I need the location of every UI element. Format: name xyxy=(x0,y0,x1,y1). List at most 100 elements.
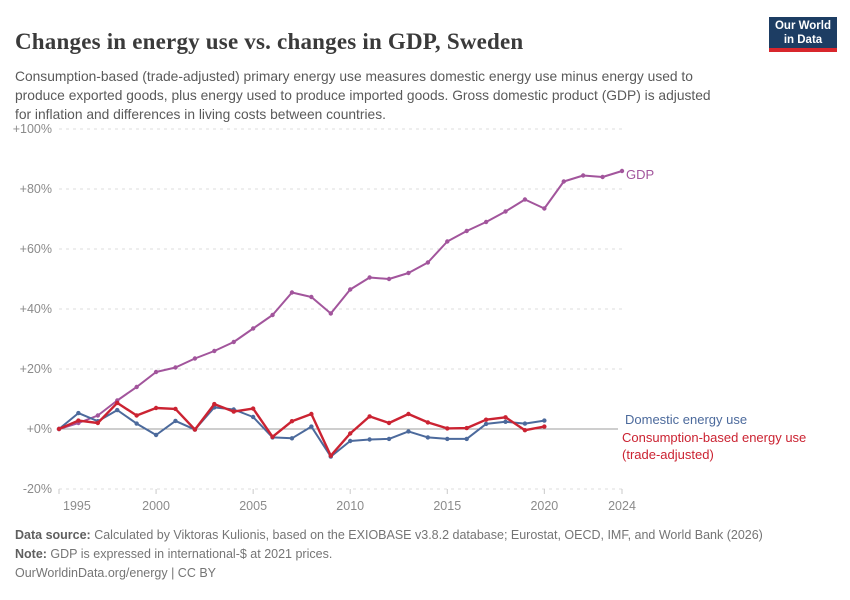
data-point-marker xyxy=(250,414,256,420)
data-point-marker xyxy=(483,417,489,422)
data-point-marker xyxy=(153,432,159,438)
data-point-marker xyxy=(76,410,81,416)
data-point-marker xyxy=(580,173,586,178)
series-label-consumption-based-energy-use: Consumption-based energy use (trade-adju… xyxy=(622,430,807,462)
data-point-marker xyxy=(95,420,101,426)
data-point-marker xyxy=(309,294,314,300)
data-point-marker xyxy=(231,407,236,412)
x-axis-tick-label: 2015 xyxy=(433,499,461,513)
data-point-marker xyxy=(270,312,275,318)
data-point-marker xyxy=(56,426,62,432)
data-point-marker xyxy=(522,197,528,202)
data-point-marker xyxy=(289,290,295,295)
x-axis-tick-label: 2010 xyxy=(336,499,364,513)
data-point-marker xyxy=(95,413,101,418)
data-point-marker xyxy=(328,311,333,316)
data-point-marker xyxy=(153,405,159,411)
data-point-marker xyxy=(212,401,217,407)
data-point-marker xyxy=(231,339,236,345)
data-point-marker xyxy=(348,431,353,436)
data-point-marker xyxy=(483,421,489,427)
data-point-marker xyxy=(542,206,547,211)
data-point-marker xyxy=(464,228,469,234)
data-point-marker xyxy=(367,437,372,442)
y-axis-tick-label: -20% xyxy=(23,482,52,496)
data-point-marker xyxy=(76,420,81,426)
data-point-marker xyxy=(309,411,314,417)
data-point-marker xyxy=(192,427,198,432)
data-point-marker xyxy=(173,406,178,412)
page-title: Changes in energy use vs. changes in GDP… xyxy=(15,29,524,55)
data-point-marker xyxy=(503,419,508,424)
series-line-consumption xyxy=(57,401,546,457)
y-axis-tick-label: +100% xyxy=(13,122,52,136)
data-point-marker xyxy=(56,426,62,432)
data-source-text: Calculated by Viktoras Kulionis, based o… xyxy=(90,528,763,542)
data-point-marker xyxy=(173,418,178,424)
data-point-marker xyxy=(192,427,198,432)
data-point-marker xyxy=(348,438,353,444)
data-point-marker xyxy=(406,411,411,417)
data-point-marker xyxy=(115,398,120,403)
data-point-marker xyxy=(445,436,450,442)
chart-footer: Data source: Calculated by Viktoras Kuli… xyxy=(15,526,835,583)
data-point-marker xyxy=(192,356,198,361)
data-point-marker xyxy=(289,419,295,424)
data-point-marker xyxy=(348,287,353,292)
footer-link[interactable]: OurWorldinData.org/energy | CC BY xyxy=(15,566,217,580)
y-axis-tick-label: +40% xyxy=(20,302,52,316)
owid-logo-line2: in Data xyxy=(783,34,823,46)
data-point-marker xyxy=(406,270,411,276)
data-point-marker xyxy=(406,429,411,434)
data-point-marker xyxy=(561,179,566,184)
data-point-marker xyxy=(619,168,625,174)
data-point-marker xyxy=(212,348,217,354)
data-point-marker xyxy=(445,239,450,244)
data-point-marker xyxy=(115,400,120,406)
data-point-marker xyxy=(367,275,372,280)
data-point-marker xyxy=(270,434,275,439)
data-point-marker xyxy=(289,436,295,441)
data-point-marker xyxy=(231,409,236,414)
data-point-marker xyxy=(522,421,528,426)
owid-logo: Our World in Data xyxy=(769,17,837,52)
series-line-gdp xyxy=(58,170,623,430)
data-point-marker xyxy=(95,419,101,424)
data-point-marker xyxy=(309,424,314,429)
data-point-marker xyxy=(503,415,508,420)
data-point-marker xyxy=(134,413,139,418)
data-point-marker xyxy=(503,209,508,214)
data-point-marker xyxy=(386,276,392,282)
data-point-marker xyxy=(173,365,178,370)
data-source-line: Data source: Calculated by Viktoras Kuli… xyxy=(15,526,835,545)
x-axis-tick-label: 2024 xyxy=(608,499,636,513)
data-point-marker xyxy=(483,219,489,225)
chart-subtitle: Consumption-based (trade-adjusted) prima… xyxy=(15,68,711,122)
owid-logo-line1: Our World xyxy=(774,20,831,32)
x-axis-tick-label: 2005 xyxy=(239,499,267,513)
data-point-marker xyxy=(425,435,431,440)
data-point-marker xyxy=(445,426,450,431)
note-text: GDP is expressed in international-$ at 2… xyxy=(46,547,333,561)
x-axis-tick-label: 1995 xyxy=(63,499,91,513)
data-point-marker xyxy=(115,407,120,413)
data-point-marker xyxy=(134,384,139,390)
data-point-marker xyxy=(542,424,547,429)
x-axis-tick-label: 2000 xyxy=(142,499,170,513)
data-point-marker xyxy=(134,421,139,426)
series-line-domestic xyxy=(58,406,546,458)
data-point-marker xyxy=(212,405,217,410)
data-point-marker xyxy=(367,414,372,419)
data-point-marker xyxy=(425,260,431,265)
data-point-marker xyxy=(386,420,392,426)
data-source-label: Data source: xyxy=(15,528,91,542)
data-point-marker xyxy=(328,454,333,459)
y-axis-tick-label: +80% xyxy=(20,182,52,196)
data-point-marker xyxy=(425,420,431,425)
y-axis-tick-label: +20% xyxy=(20,362,52,376)
note-line: Note: GDP is expressed in international-… xyxy=(15,545,835,564)
data-point-marker xyxy=(522,428,528,433)
data-point-marker xyxy=(76,418,81,423)
data-point-marker xyxy=(250,326,256,331)
data-point-marker xyxy=(464,436,469,442)
